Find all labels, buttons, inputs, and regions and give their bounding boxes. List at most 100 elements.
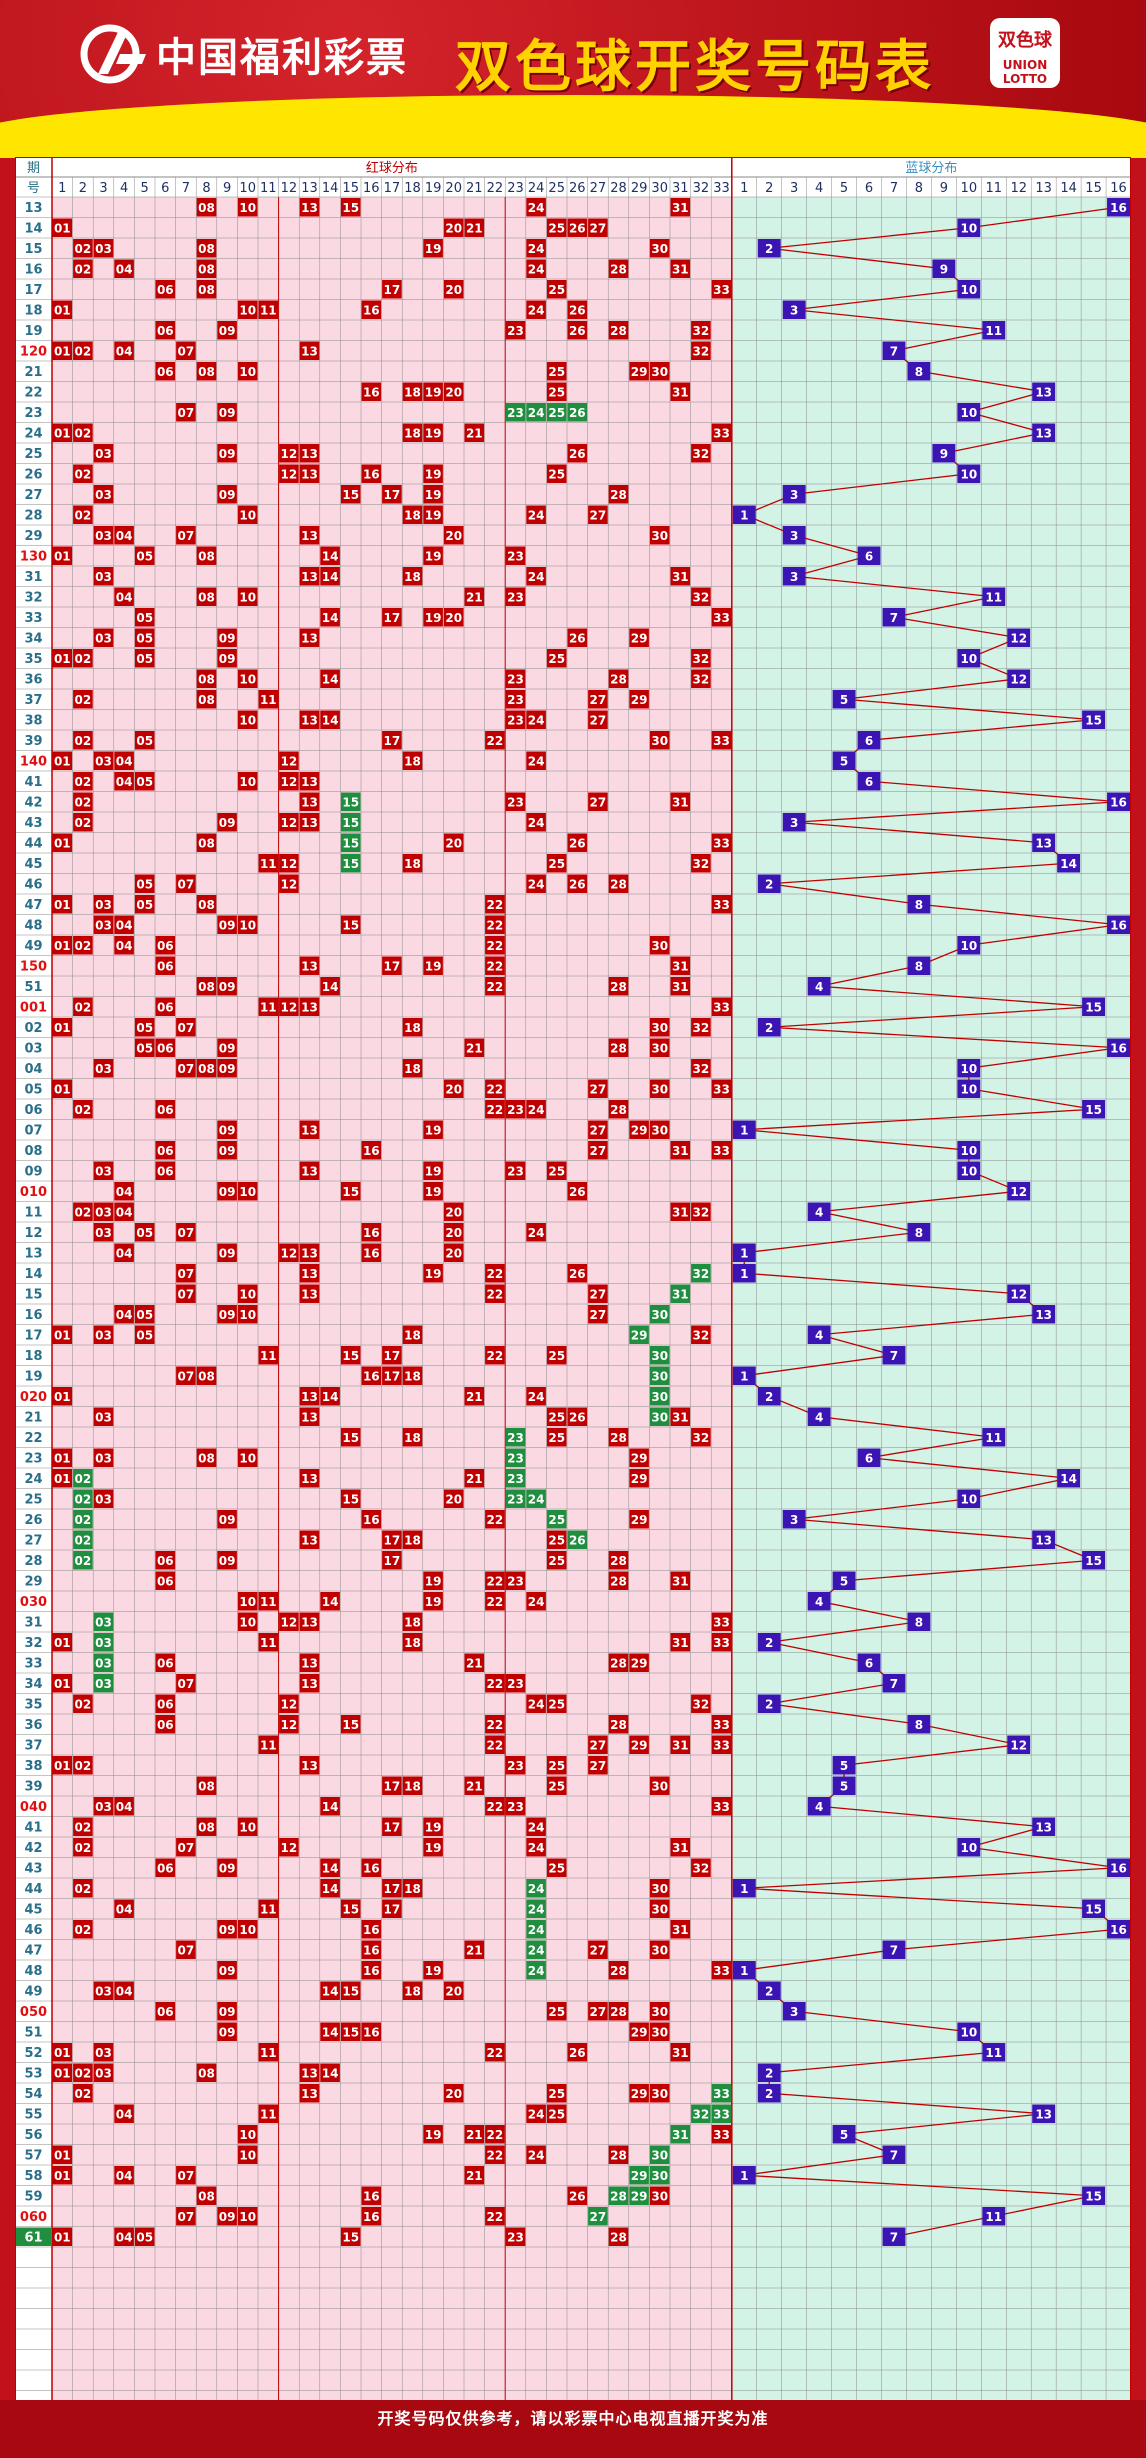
red-ball xyxy=(526,710,546,729)
red-ball xyxy=(93,915,114,934)
red-ball xyxy=(217,1510,237,1529)
red-ball-number: 09 xyxy=(219,1062,236,1076)
red-ball xyxy=(649,1346,670,1365)
red-ball-number: 21 xyxy=(466,2128,483,2142)
red-ball xyxy=(299,710,320,729)
red-ball-number: 17 xyxy=(384,1370,401,1384)
red-ball-number: 33 xyxy=(713,837,730,851)
red-ball xyxy=(670,1571,691,1590)
period-label: 45 xyxy=(24,857,42,872)
red-ball xyxy=(176,403,196,422)
red-ball xyxy=(217,403,237,422)
blue-ball xyxy=(757,1981,781,2000)
red-ball xyxy=(320,710,340,729)
blue-ball xyxy=(757,1633,781,1652)
red-ball-number: 31 xyxy=(672,796,689,810)
red-ball-number: 09 xyxy=(219,1042,236,1056)
red-ball-number: 27 xyxy=(590,1124,607,1138)
blue-ball-number: 13 xyxy=(1035,2108,1052,2122)
red-ball-number: 02 xyxy=(75,734,92,748)
blue-column-number: 13 xyxy=(1035,181,1052,196)
red-ball xyxy=(93,444,114,463)
period-label: 48 xyxy=(24,1964,42,1979)
red-ball xyxy=(114,936,134,955)
red-ball-number: 27 xyxy=(590,714,607,728)
red-ball xyxy=(217,1961,237,1980)
blue-ball-number: 5 xyxy=(840,755,848,769)
red-ball xyxy=(93,1407,114,1426)
red-ball xyxy=(217,321,237,340)
red-ball xyxy=(299,956,320,975)
red-ball xyxy=(93,1202,114,1221)
blue-ball xyxy=(1007,1182,1031,1201)
red-ball-number: 13 xyxy=(301,529,318,543)
red-ball-number: 02 xyxy=(75,796,92,810)
red-ball xyxy=(73,1817,93,1836)
period-label: 24 xyxy=(24,1472,42,1487)
red-ball xyxy=(320,1387,340,1406)
period-label: 14 xyxy=(24,222,42,237)
red-ball xyxy=(567,833,588,852)
red-ball-number: 32 xyxy=(693,324,710,338)
red-ball-number: 08 xyxy=(198,673,215,687)
red-ball xyxy=(237,2207,258,2226)
red-ball xyxy=(237,2125,258,2144)
blue-ball xyxy=(782,567,806,586)
red-ball xyxy=(526,198,546,217)
red-ball-number: 24 xyxy=(528,1493,545,1507)
red-ball-number: 03 xyxy=(95,1226,112,1240)
blue-ball xyxy=(757,2084,781,2103)
red-ball-number: 30 xyxy=(651,1124,668,1138)
red-ball xyxy=(217,628,237,647)
red-ball-number: 08 xyxy=(198,263,215,277)
red-ball-number: 07 xyxy=(178,1267,195,1281)
red-ball-number: 19 xyxy=(425,1964,442,1978)
red-ball-number: 06 xyxy=(157,939,174,953)
red-ball-number: 01 xyxy=(54,898,71,912)
red-ball-number: 08 xyxy=(198,898,215,912)
blue-ball-number: 15 xyxy=(1085,1103,1102,1117)
red-ball-number: 09 xyxy=(219,652,236,666)
red-ball-number: 15 xyxy=(342,1431,359,1445)
blue-ball-number: 1 xyxy=(740,1267,748,1281)
logo-text: 中国福利彩票 xyxy=(156,35,408,81)
red-ball-number: 24 xyxy=(528,1841,545,1855)
red-ball-number: 13 xyxy=(301,1759,318,1773)
red-ball-number: 31 xyxy=(672,1206,689,1220)
red-ball-number: 28 xyxy=(610,1431,627,1445)
red-ball xyxy=(299,444,320,463)
blue-ball-number: 5 xyxy=(840,693,848,707)
red-ball-number: 13 xyxy=(301,201,318,215)
red-ball-number: 19 xyxy=(425,1165,442,1179)
red-ball xyxy=(299,813,320,832)
red-ball xyxy=(546,2084,567,2103)
blue-ball xyxy=(982,321,1006,340)
red-ball-number: 29 xyxy=(631,1739,648,1753)
blue-ball-number: 16 xyxy=(1110,1042,1127,1056)
red-ball-number: 01 xyxy=(54,550,71,564)
badge-title: 双色球 xyxy=(998,30,1052,51)
red-ball-number: 33 xyxy=(713,2108,730,2122)
red-ball xyxy=(93,1325,114,1344)
red-ball xyxy=(196,587,217,606)
red-ball xyxy=(176,1940,196,1959)
red-ball-number: 27 xyxy=(590,1739,607,1753)
red-ball xyxy=(670,1202,691,1221)
red-ball-number: 05 xyxy=(136,2231,153,2245)
red-ball xyxy=(299,1674,320,1693)
red-ball-number: 08 xyxy=(198,1370,215,1384)
red-column-number: 12 xyxy=(281,181,298,196)
red-ball xyxy=(361,464,382,483)
red-ball xyxy=(505,710,526,729)
red-ball xyxy=(691,587,711,606)
red-ball xyxy=(670,956,691,975)
red-ball xyxy=(340,485,361,504)
red-ball-number: 20 xyxy=(445,386,462,400)
red-column-number: 4 xyxy=(120,181,128,196)
red-ball xyxy=(196,259,217,278)
red-ball xyxy=(382,1530,402,1549)
red-ball-number: 09 xyxy=(219,1964,236,1978)
red-ball xyxy=(546,1428,567,1447)
red-ball-number: 20 xyxy=(445,1247,462,1261)
period-label: 001 xyxy=(20,1001,47,1016)
